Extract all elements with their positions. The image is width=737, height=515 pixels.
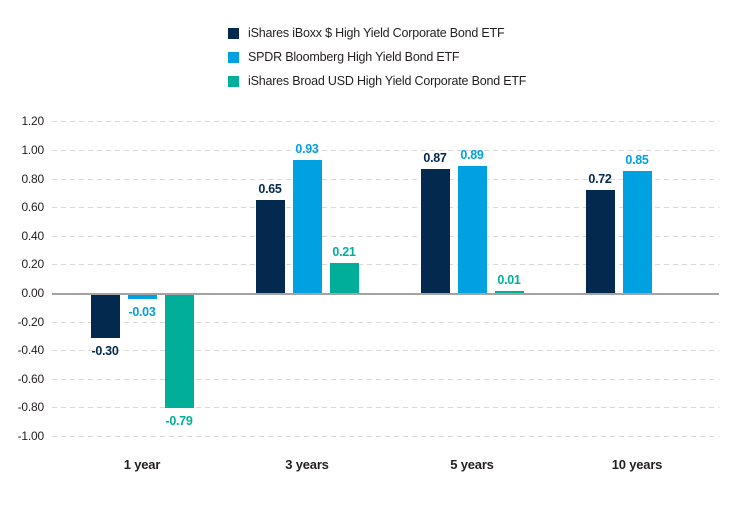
gridline bbox=[52, 379, 719, 380]
legend-swatch-icon bbox=[228, 27, 239, 39]
gridline bbox=[52, 407, 719, 408]
bar-value-label: 0.85 bbox=[625, 153, 649, 167]
y-axis-tick-label: 0.40 bbox=[21, 229, 44, 243]
y-axis-tick-label: -0.20 bbox=[17, 315, 45, 329]
bar bbox=[495, 291, 524, 293]
gridline bbox=[52, 236, 719, 237]
bar bbox=[623, 171, 652, 293]
y-axis-tick-label: 1.00 bbox=[21, 143, 44, 157]
y-axis-tick-label: 1.20 bbox=[21, 114, 44, 128]
legend-item: iShares Broad USD High Yield Corporate B… bbox=[228, 74, 526, 88]
legend-item: iShares iBoxx $ High Yield Corporate Bon… bbox=[228, 26, 526, 40]
gridline bbox=[52, 436, 719, 437]
bar bbox=[128, 295, 157, 299]
gridline bbox=[52, 264, 719, 265]
legend-swatch-icon bbox=[228, 51, 239, 63]
legend-label: iShares Broad USD High Yield Corporate B… bbox=[248, 74, 527, 88]
y-axis-tick-label: -0.40 bbox=[17, 343, 45, 357]
bar bbox=[458, 166, 487, 293]
legend-label: SPDR Bloomberg High Yield Bond ETF bbox=[248, 50, 460, 64]
bar bbox=[330, 263, 359, 293]
bar-value-label: 0.93 bbox=[295, 142, 319, 156]
gridline bbox=[52, 207, 719, 208]
bar bbox=[421, 169, 450, 293]
bar bbox=[256, 200, 285, 293]
bar bbox=[293, 160, 322, 293]
bar bbox=[91, 295, 120, 338]
legend-label: iShares iBoxx $ High Yield Corporate Bon… bbox=[248, 26, 505, 40]
gridline bbox=[52, 350, 719, 351]
bar-value-label: -0.79 bbox=[165, 414, 193, 428]
gridline bbox=[52, 322, 719, 323]
y-axis-tick-label: 0.20 bbox=[21, 257, 44, 271]
y-axis-tick-label: 0.60 bbox=[21, 200, 44, 214]
y-axis-tick-label: -0.80 bbox=[17, 400, 45, 414]
x-axis-category-label: 1 year bbox=[123, 457, 161, 472]
bar-value-label: -0.03 bbox=[128, 305, 156, 319]
bar-value-label: 0.72 bbox=[588, 172, 612, 186]
legend-item: SPDR Bloomberg High Yield Bond ETF bbox=[228, 50, 526, 64]
bar-value-label: 0.87 bbox=[423, 151, 447, 165]
y-axis-tick-label: -1.00 bbox=[17, 429, 45, 443]
legend-swatch-icon bbox=[228, 75, 239, 87]
gridline bbox=[52, 179, 719, 180]
bar bbox=[586, 190, 615, 293]
bar-value-label: 0.21 bbox=[332, 245, 356, 259]
x-axis-category-label: 10 years bbox=[611, 457, 663, 472]
chart-legend: iShares iBoxx $ High Yield Corporate Bon… bbox=[228, 26, 526, 98]
bar-value-label: -0.30 bbox=[91, 344, 119, 358]
bar-value-label: 0.01 bbox=[497, 273, 521, 287]
gridline bbox=[52, 150, 719, 151]
x-axis-category-label: 5 years bbox=[450, 457, 494, 472]
gridline bbox=[52, 121, 719, 122]
y-axis-tick-label: 0.80 bbox=[21, 172, 44, 186]
y-axis-tick-label: -0.60 bbox=[17, 372, 45, 386]
zero-axis-line bbox=[52, 293, 719, 295]
bar-value-label: 0.89 bbox=[460, 148, 484, 162]
bar bbox=[165, 295, 194, 408]
x-axis-category-label: 3 years bbox=[285, 457, 329, 472]
y-axis-tick-label: 0.00 bbox=[21, 286, 44, 300]
bar-value-label: 0.65 bbox=[258, 182, 282, 196]
